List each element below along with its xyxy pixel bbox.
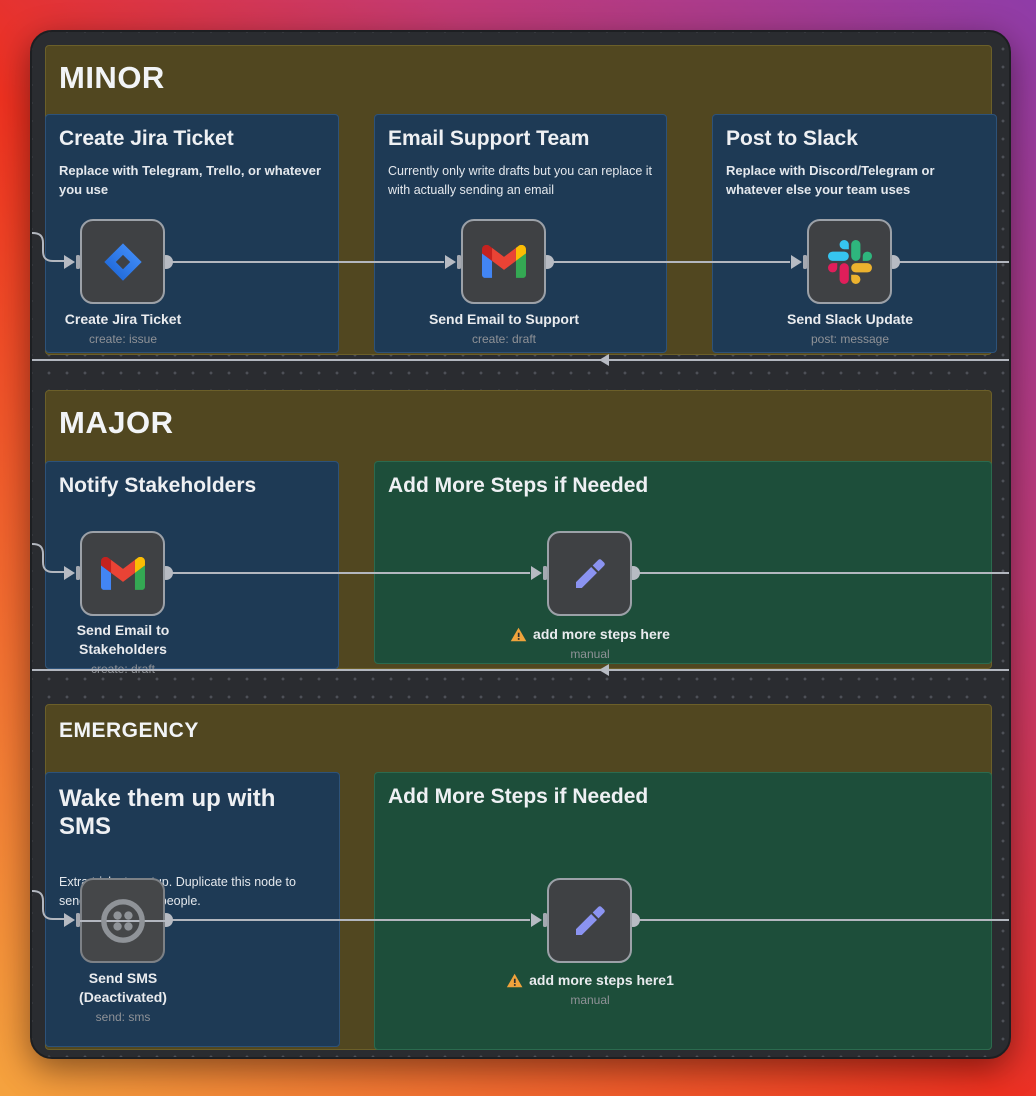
node-label-block: Send Email to Stakeholders create: draft (77, 620, 170, 676)
input-arrow-icon (791, 255, 807, 269)
node-send-email-stakeholders[interactable] (80, 531, 165, 616)
node-subtitle: create: draft (471, 332, 537, 346)
edge-entry-curve[interactable] (32, 538, 80, 578)
sticky-body: Replace with Discord/Telegram or whateve… (726, 163, 935, 197)
input-arrow-icon (64, 566, 80, 580)
sticky-title: Post to Slack (726, 127, 858, 150)
node-label-block: Send SMS (Deactivated) send: sms (79, 968, 167, 1024)
input-arrow-icon (531, 566, 547, 580)
sticky-title: Notify Stakeholders (59, 474, 257, 497)
jira-icon (103, 242, 142, 281)
edge-pencil-out[interactable] (633, 572, 1009, 574)
warning-icon (506, 973, 523, 988)
node-label: Send SMS (88, 970, 158, 986)
node-subtitle: create: issue (88, 332, 158, 346)
edge-entry-curve[interactable] (32, 227, 80, 267)
sticky-create-jira[interactable]: Create Jira Ticket Replace with Telegram… (45, 114, 339, 353)
section-title-emergency: EMERGENCY (59, 719, 199, 742)
edge-passthrough (80, 920, 165, 922)
gmail-icon (481, 244, 526, 278)
sticky-title: Add More Steps if Needed (388, 474, 649, 497)
loopback-arrow-icon (599, 354, 609, 366)
slack-icon (827, 239, 872, 284)
input-arrow-icon (445, 255, 461, 269)
section-title-minor: MINOR (59, 60, 165, 95)
node-label: (Deactivated) (79, 989, 167, 1005)
node-subtitle: post: message (810, 332, 890, 346)
node-label: Send Email to (76, 622, 170, 638)
loopback-edge[interactable] (32, 359, 1009, 361)
loopback-arrow-icon (599, 664, 609, 676)
edge-entry-curve[interactable] (32, 885, 80, 925)
sticky-add-more-steps-emergency[interactable]: Add More Steps if Needed (374, 772, 992, 1050)
node-send-sms-deactivated[interactable] (80, 878, 165, 963)
node-subtitle: send: sms (95, 1010, 151, 1024)
node-create-jira-ticket[interactable] (80, 219, 165, 304)
input-arrow-icon (531, 913, 547, 927)
node-label: add more steps here1 (529, 972, 674, 988)
pencil-icon (575, 558, 605, 588)
node-subtitle: manual (570, 993, 610, 1007)
gmail-icon (100, 556, 145, 590)
node-label: Create Jira Ticket (64, 311, 182, 327)
node-label: Stakeholders (79, 641, 167, 657)
sticky-body: Currently only write drafts but you can … (388, 164, 653, 197)
edge-pencil-out[interactable] (633, 919, 1009, 921)
node-label-block: Send Slack Update post: message (787, 309, 913, 346)
node-add-more-steps-1[interactable] (547, 878, 632, 963)
sticky-body: Replace with Telegram, Trello, or whatev… (59, 163, 322, 197)
node-send-slack-update[interactable] (807, 219, 892, 304)
sticky-title: Add More Steps if Needed (388, 785, 649, 808)
node-label-block: Create Jira Ticket create: issue (65, 309, 181, 346)
input-arrow-icon (64, 255, 80, 269)
node-label-block: add more steps here manual (510, 624, 670, 661)
twilio-icon (100, 898, 145, 943)
node-subtitle: manual (570, 647, 610, 661)
sticky-title: Wake them up with SMS (59, 785, 276, 840)
node-send-email-support[interactable] (461, 219, 546, 304)
warning-icon (510, 627, 527, 642)
edge-gmail-to-slack[interactable] (547, 261, 790, 263)
node-label: Send Email to Support (428, 311, 580, 327)
section-title-major: MAJOR (59, 405, 174, 440)
edge-gmail-to-pencil[interactable] (166, 572, 530, 574)
node-add-more-steps[interactable] (547, 531, 632, 616)
input-arrow-icon (64, 913, 80, 927)
node-label-block: Send Email to Support create: draft (429, 309, 579, 346)
node-label: Send Slack Update (786, 311, 914, 327)
node-label-block: add more steps here1 manual (506, 970, 674, 1007)
sticky-title: Create Jira Ticket (59, 127, 234, 150)
pencil-icon (575, 905, 605, 935)
edge-jira-to-gmail[interactable] (166, 261, 444, 263)
edge-sms-to-pencil[interactable] (166, 919, 530, 921)
loopback-edge[interactable] (32, 669, 1009, 671)
workflow-canvas[interactable]: MINOR Create Jira Ticket Replace with Te… (30, 30, 1011, 1059)
edge-slack-out[interactable] (893, 261, 1009, 263)
node-label: add more steps here (533, 626, 670, 642)
sticky-add-more-steps-major[interactable]: Add More Steps if Needed (374, 461, 992, 664)
sticky-title: Email Support Team (388, 127, 590, 150)
